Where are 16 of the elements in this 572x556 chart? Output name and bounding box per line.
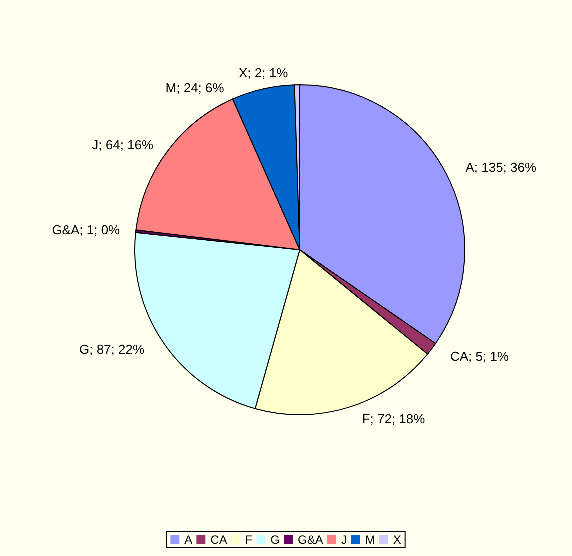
data-label: X; 2; 1% — [239, 66, 289, 81]
data-label: CA; 5; 1% — [450, 348, 510, 364]
legend-label: A — [184, 533, 193, 547]
data-label: M; 24; 6% — [166, 80, 225, 96]
legend-label: M — [365, 533, 376, 547]
legend-label: J — [341, 533, 348, 547]
legend-label: G — [270, 533, 280, 547]
data-label: F; 72; 18% — [362, 411, 426, 426]
data-label: G&A; 1; 0% — [52, 222, 121, 238]
legend-label: CA — [210, 533, 228, 547]
legend-label: F — [245, 533, 253, 547]
data-label: G; 87; 22% — [79, 342, 145, 357]
legend-label: X — [393, 533, 402, 547]
data-label: J; 64; 16% — [92, 137, 154, 152]
data-label: A; 135; 36% — [466, 160, 537, 176]
legend-label: G&A — [298, 533, 324, 547]
